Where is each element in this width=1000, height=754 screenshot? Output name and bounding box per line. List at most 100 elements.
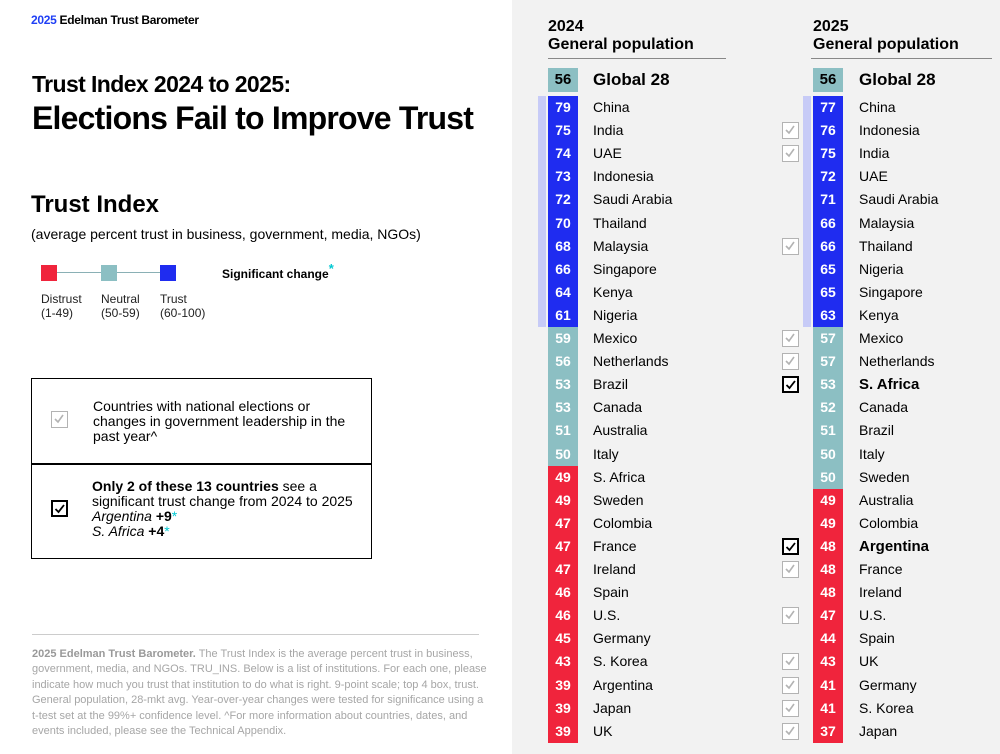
country-label: Singapore <box>593 260 657 277</box>
country-label: France <box>593 537 637 554</box>
country-label: Brazil <box>593 376 629 393</box>
value-cell: 43 <box>548 650 578 674</box>
country-label: Kenya <box>859 306 899 323</box>
value-cell: 47 <box>548 534 578 559</box>
footer-rule <box>32 634 479 635</box>
election-check-icon <box>782 330 799 347</box>
election-check-icon <box>782 699 799 717</box>
value-cell: 50 <box>548 442 578 466</box>
value-cell: 68 <box>548 234 578 258</box>
election-check-icon <box>782 122 799 140</box>
country-label: Malaysia <box>593 237 649 254</box>
trust-band-2024 <box>538 96 546 327</box>
chart-panel <box>512 0 1000 754</box>
global-label-2024: Global 28 <box>593 70 670 89</box>
election-check-icon <box>782 653 799 671</box>
global-value-2024: 56 <box>548 68 578 92</box>
country-label: Colombia <box>593 514 653 531</box>
value-cell: 43 <box>813 650 843 674</box>
value-cell: 51 <box>548 419 578 443</box>
value-cell: 49 <box>548 465 578 489</box>
global-label-2025: Global 28 <box>859 70 936 89</box>
legend-swatch-trust <box>160 265 176 281</box>
country-label: Australia <box>859 491 914 508</box>
value-cell: 50 <box>813 465 843 489</box>
value-cell: 66 <box>548 257 578 282</box>
country-label: Thailand <box>859 237 913 254</box>
legend-label-distrust: Distrust (1-49) <box>41 292 82 320</box>
value-cell: 57 <box>813 350 843 374</box>
value-cell: 41 <box>813 696 843 720</box>
election-check-icon <box>782 353 799 371</box>
country-label: Japan <box>593 699 632 716</box>
election-check-icon <box>782 561 799 578</box>
value-cell: 72 <box>548 188 578 212</box>
value-cell: 52 <box>813 396 843 420</box>
value-cell: 72 <box>813 165 843 189</box>
country-label: Spain <box>859 630 895 647</box>
value-cell: 44 <box>813 627 843 651</box>
column-header-2024: 2024 General population <box>548 18 694 53</box>
value-cell: 66 <box>813 234 843 258</box>
value-cell: 61 <box>548 303 578 328</box>
value-cell: 65 <box>813 280 843 305</box>
value-cell: 76 <box>813 119 843 143</box>
country-label: Indonesia <box>593 168 654 185</box>
significant-note: Only 2 of these 13 countries see a signi… <box>92 478 353 539</box>
value-cell: 59 <box>548 327 578 351</box>
country-label: Colombia <box>859 514 919 531</box>
country-label: Netherlands <box>593 353 669 370</box>
value-cell: 65 <box>813 257 843 282</box>
legend-label-neutral: Neutral (50-59) <box>101 292 140 320</box>
column-rule-2024 <box>548 58 726 59</box>
country-label: Indonesia <box>859 122 920 139</box>
country-label: S. Africa <box>859 376 920 394</box>
country-label: Nigeria <box>859 260 904 277</box>
value-cell: 57 <box>813 327 843 351</box>
country-label: U.S. <box>593 607 621 624</box>
trust-band-2025 <box>803 96 811 327</box>
value-cell: 37 <box>813 719 843 744</box>
country-label: Saudi Arabia <box>859 191 939 208</box>
value-cell: 49 <box>813 511 843 536</box>
trust-index-subtitle: (average percent trust in business, gove… <box>31 226 421 242</box>
value-cell: 51 <box>813 419 843 443</box>
country-label: Spain <box>593 584 629 601</box>
country-label: Germany <box>859 676 917 693</box>
value-cell: 46 <box>548 604 578 628</box>
value-cell: 39 <box>548 719 578 744</box>
column-header-2025: 2025 General population <box>813 18 959 53</box>
country-label: Kenya <box>593 283 633 300</box>
value-cell: 70 <box>548 211 578 235</box>
value-cell: 47 <box>548 558 578 582</box>
trust-index-title: Trust Index <box>31 191 160 218</box>
info-box: Countries with national elections or cha… <box>31 378 372 559</box>
value-cell: 49 <box>813 488 843 513</box>
country-label: Ireland <box>593 561 636 577</box>
country-label: Ireland <box>859 584 902 601</box>
value-cell: 77 <box>813 96 843 120</box>
country-label: UAE <box>593 145 622 162</box>
value-cell: 75 <box>813 142 843 166</box>
value-cell: 39 <box>548 696 578 720</box>
value-cell: 64 <box>548 280 578 305</box>
value-cell: 45 <box>548 627 578 651</box>
value-cell: 48 <box>813 534 843 559</box>
value-cell: 49 <box>548 488 578 513</box>
value-cell: 48 <box>813 558 843 582</box>
value-cell: 39 <box>548 673 578 697</box>
asterisk-icon: * <box>328 261 334 276</box>
country-label: Sweden <box>593 491 644 508</box>
country-label: S. Africa <box>593 468 646 485</box>
election-check-icon <box>782 722 799 740</box>
significant-check-icon <box>782 376 799 394</box>
value-cell: 56 <box>548 350 578 374</box>
country-label: Argentina <box>593 676 653 693</box>
value-cell: 53 <box>813 373 843 397</box>
country-label: Argentina <box>859 537 930 555</box>
country-label: U.S. <box>859 607 887 624</box>
checkbox-dark-icon <box>51 500 68 517</box>
value-cell: 63 <box>813 303 843 328</box>
significant-check-icon <box>782 537 799 555</box>
significant-change-label: Significant change* <box>222 261 334 281</box>
